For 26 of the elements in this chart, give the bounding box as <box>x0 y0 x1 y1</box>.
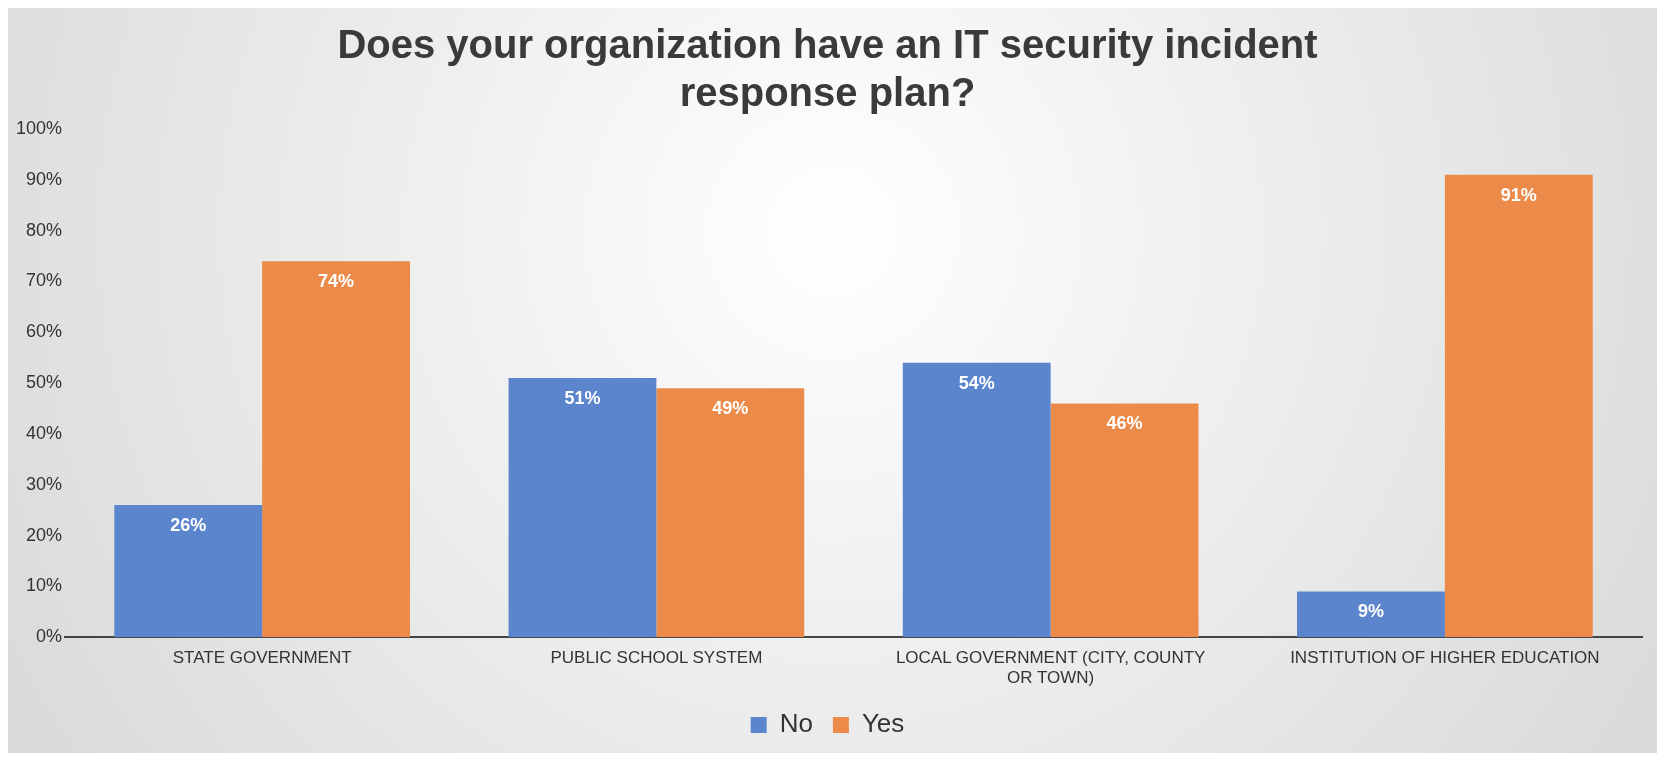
legend-label: Yes <box>861 708 905 739</box>
y-tick-label: 30% <box>26 473 63 494</box>
y-tick-label: 80% <box>26 219 63 240</box>
x-tick-label: INSTITUTION OF HIGHER EDUCATION <box>1290 648 1600 668</box>
y-tick-label: 60% <box>26 321 63 342</box>
y-tick-label: 70% <box>26 270 63 291</box>
y-tick-label: 100% <box>15 117 63 138</box>
y-tick-label: 20% <box>26 524 63 545</box>
data-label: 51% <box>564 387 601 408</box>
data-label: 54% <box>958 372 995 393</box>
legend-label: No <box>779 708 813 739</box>
data-label: 49% <box>712 398 749 419</box>
x-tick-label: PUBLIC SCHOOL SYSTEM <box>550 648 763 668</box>
x-tick-label: LOCAL GOVERNMENT (CITY, COUNTY OR TOWN) <box>895 648 1206 688</box>
data-label: 9% <box>1357 601 1384 622</box>
data-label: 91% <box>1500 184 1537 205</box>
y-tick-label: 40% <box>26 422 63 443</box>
y-tick-label: 90% <box>26 168 63 189</box>
chart-title: Does your organization have an IT security incident response plan? <box>337 22 1318 115</box>
y-tick-label: 0% <box>36 626 63 647</box>
y-tick-label: 10% <box>26 575 63 596</box>
y-tick-label: 50% <box>26 372 63 393</box>
data-label: 46% <box>1106 413 1143 434</box>
x-tick-label: STATE GOVERNMENT <box>172 648 352 668</box>
data-label: 26% <box>170 515 207 536</box>
data-label: 74% <box>318 271 355 292</box>
